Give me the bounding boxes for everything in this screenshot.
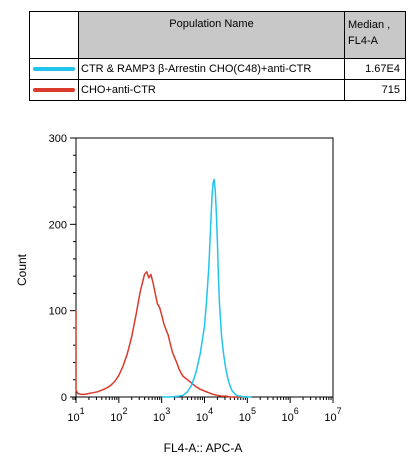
y-tick-label: 100 <box>49 306 67 318</box>
x-tick-label: 103 <box>153 406 170 424</box>
legend-table: Population Name Median , FL4-A CTR & RAM… <box>29 11 406 101</box>
legend-swatch-red <box>33 88 75 92</box>
legend-header-swatch-cell <box>29 11 79 59</box>
legend-swatch-cell <box>29 58 79 80</box>
x-tick-label: 106 <box>282 406 299 424</box>
x-tick-label: 107 <box>324 406 341 424</box>
x-tick-label: 102 <box>110 406 127 424</box>
x-tick-label: 104 <box>196 406 213 424</box>
legend-swatch-cyan <box>33 67 75 71</box>
legend-row-median: 715 <box>344 79 406 101</box>
legend-row-name: CTR & RAMP3 β-Arrestin CHO(C48)+anti-CTR <box>78 58 345 80</box>
legend-header-median-line1: Median , <box>348 19 391 31</box>
y-axis-label: Count <box>15 253 29 286</box>
legend-row: CHO+anti-CTR 715 <box>29 79 406 101</box>
x-axis-label: FL4-A:: APC-A <box>164 441 243 455</box>
legend-swatch-cell <box>29 79 79 101</box>
y-tick-label: 0 <box>61 392 67 404</box>
series-line-cyan <box>161 178 252 398</box>
x-tick-label: 105 <box>239 406 256 424</box>
axes: 0 100 200 300 101 102 103 104 105 106 107 <box>49 133 342 424</box>
plot-frame <box>75 137 334 398</box>
legend-header-median-line2: FL4-A <box>348 35 378 47</box>
y-tick-label: 200 <box>49 219 67 231</box>
x-tick-label: 101 <box>67 406 84 424</box>
series-layer <box>75 178 252 398</box>
series-line-red <box>75 271 248 398</box>
legend-header-median: Median , FL4-A <box>344 11 406 59</box>
y-tick-label: 300 <box>49 133 67 145</box>
legend-row: CTR & RAMP3 β-Arrestin CHO(C48)+anti-CTR… <box>29 58 406 80</box>
legend-row-median: 1.67E4 <box>344 58 406 80</box>
